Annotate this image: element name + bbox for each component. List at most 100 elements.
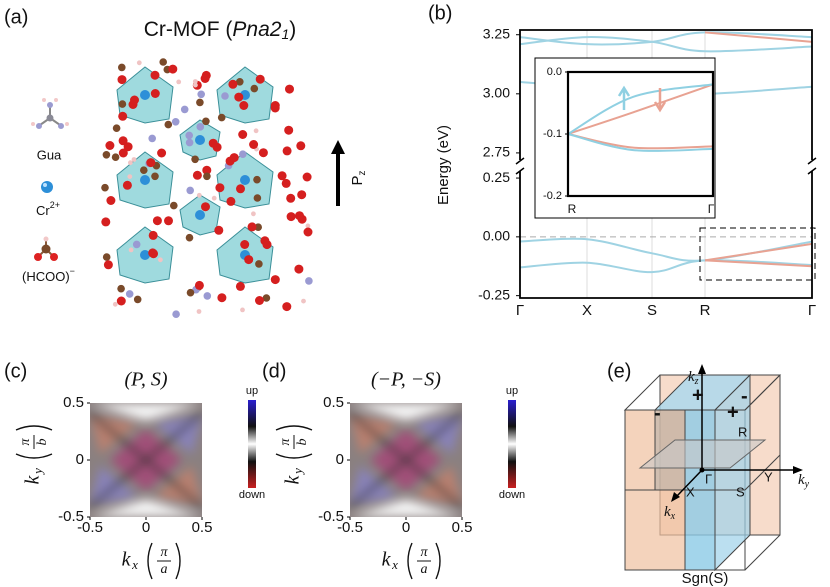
atom — [164, 120, 173, 129]
atom — [226, 196, 236, 206]
atom — [192, 79, 198, 84]
atom — [238, 130, 248, 139]
atom — [270, 103, 280, 113]
label-subscript: y — [290, 468, 305, 476]
y-tick-label: 0.00 — [483, 228, 510, 244]
axis-label: kz — [688, 369, 699, 387]
atom — [111, 153, 120, 161]
atom — [236, 184, 245, 194]
atom — [202, 165, 212, 175]
atom — [191, 155, 199, 164]
atom — [150, 70, 160, 80]
atom — [128, 247, 134, 253]
atom — [235, 281, 245, 291]
atom — [286, 193, 296, 203]
atom — [196, 98, 204, 107]
atom — [186, 288, 195, 297]
heatmap-image — [350, 403, 462, 517]
atom — [185, 138, 194, 147]
inset-box — [534, 57, 716, 219]
atom — [229, 153, 239, 163]
panel-label: (b) — [428, 2, 452, 24]
atom — [240, 307, 245, 313]
label-subscript: x — [131, 557, 138, 572]
atom — [103, 260, 113, 270]
paren — [147, 542, 181, 580]
x-tick-label: 0 — [402, 519, 410, 536]
cr-atom — [195, 135, 205, 145]
panel-label: (d) — [262, 360, 286, 382]
legend-label: Gua — [37, 147, 62, 162]
atom — [285, 84, 294, 94]
heatmap-title: (−P, −S) — [371, 369, 441, 391]
heatmap-title: (P, S) — [125, 369, 168, 391]
x-tick-label: R — [700, 302, 711, 319]
band-line — [704, 242, 813, 262]
colorbar-label: down — [499, 489, 525, 501]
atom — [118, 148, 128, 158]
x-tick-label: 0.5 — [452, 519, 473, 536]
atom — [305, 277, 313, 285]
atom — [214, 225, 224, 235]
heatmap-field — [90, 403, 202, 517]
atom — [217, 293, 227, 303]
label-symbol: k — [382, 549, 392, 571]
structure-title: Cr-MOF (Pna21) — [144, 18, 296, 42]
atom — [101, 217, 111, 227]
atom — [239, 101, 249, 110]
spin-arrow — [617, 85, 631, 110]
axis-frame — [519, 29, 813, 299]
atom — [127, 174, 133, 180]
atom — [305, 223, 311, 229]
sign: - — [654, 402, 661, 424]
label-numerator: π — [278, 438, 293, 446]
y-axis-label: Energy (eV) — [435, 125, 452, 205]
k-point: X — [686, 484, 695, 499]
cr-atom — [140, 90, 150, 100]
x-axis-label: k x πa — [122, 542, 181, 580]
atom — [118, 100, 127, 108]
blob — [350, 403, 462, 421]
atom — [240, 240, 250, 249]
node-line — [90, 411, 202, 509]
y-tick-label: -0.1 — [543, 128, 562, 140]
y-tick-label: -0.5 — [318, 508, 344, 525]
y-tick-label: 0.0 — [547, 66, 562, 78]
atom — [239, 150, 247, 158]
band-line — [704, 259, 813, 268]
x-tick-label: Γ — [516, 302, 524, 319]
panel-label: (e) — [607, 360, 631, 382]
atom — [294, 264, 304, 274]
x-tick-label: 0 — [142, 519, 150, 536]
atom — [194, 280, 204, 290]
atom — [211, 195, 217, 201]
y-tick-label: 3.00 — [483, 85, 510, 101]
colorbar — [248, 400, 256, 488]
atom — [253, 175, 261, 184]
polarization-label: Pz — [349, 170, 368, 185]
y-tick-label: -0.2 — [543, 190, 562, 202]
atom — [152, 216, 162, 226]
atom — [302, 172, 312, 182]
atom — [185, 233, 194, 242]
atom — [282, 302, 292, 312]
atom — [170, 201, 178, 210]
y-axis-label: ky π b — [275, 425, 313, 484]
atom — [158, 257, 163, 263]
atom — [102, 253, 111, 261]
x-tick-label: -0.5 — [77, 519, 103, 536]
x-tick-label: R — [568, 202, 577, 216]
atom — [193, 82, 198, 88]
atom — [132, 240, 141, 249]
axis-break — [807, 157, 817, 175]
x-tick-label: S — [647, 302, 657, 319]
atom — [172, 310, 180, 319]
x-tick-label: -0.5 — [337, 519, 363, 536]
label-symbol: k — [22, 474, 44, 484]
axis-break — [515, 157, 525, 175]
k-point: S — [736, 484, 745, 499]
label-numerator: π — [18, 438, 33, 446]
atom — [159, 58, 167, 66]
atom — [186, 186, 194, 195]
